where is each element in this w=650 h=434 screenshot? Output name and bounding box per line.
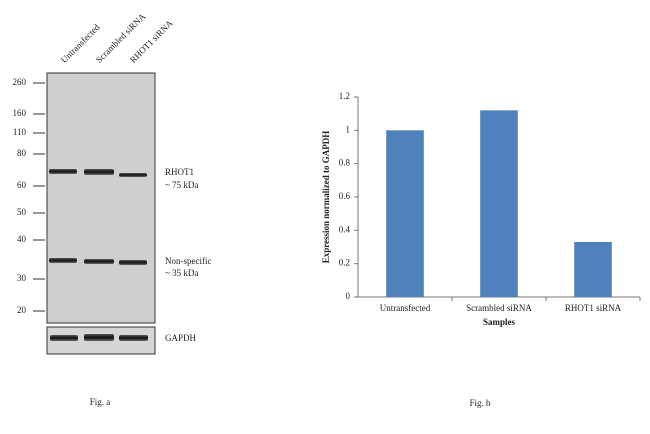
y-tick-label: 1.2 <box>339 91 350 101</box>
band-label: ~ 75 kDa <box>165 180 198 190</box>
band <box>50 335 78 341</box>
y-tick-label: 0.4 <box>339 224 351 234</box>
marker-label: 110 <box>13 127 27 137</box>
marker-label: 40 <box>17 234 27 244</box>
band-label: ~ 35 kDa <box>165 268 198 278</box>
band <box>84 334 114 341</box>
marker-label: 20 <box>17 305 27 315</box>
caption: Fig. a <box>90 397 111 407</box>
x-tick-label: Scrambled siRNA <box>466 303 532 313</box>
band-label: Non-specific <box>165 256 211 266</box>
marker-label: 260 <box>13 77 27 87</box>
marker-label: 160 <box>13 108 27 118</box>
band <box>49 169 77 174</box>
y-tick-label: 0 <box>346 291 351 301</box>
x-tick-label: Untransfected <box>380 303 431 313</box>
x-tick-label: RHOT1 siRNA <box>565 303 622 313</box>
y-tick-label: 0.6 <box>339 191 351 201</box>
band <box>49 258 77 263</box>
band <box>119 335 148 341</box>
y-tick-label: 1 <box>346 124 351 134</box>
blot-membrane <box>46 72 156 324</box>
bar <box>574 242 612 297</box>
control-label: GAPDH <box>165 333 197 343</box>
y-axis-label: Expression normalized to GAPDH <box>321 131 331 264</box>
x-axis-label: Samples <box>483 317 516 327</box>
band-label: RHOT1 <box>165 167 194 177</box>
band <box>84 169 114 175</box>
bar <box>480 110 518 297</box>
band <box>84 259 114 264</box>
y-tick-label: 0.2 <box>339 258 350 268</box>
band <box>119 260 147 265</box>
marker-label: 50 <box>17 207 27 217</box>
band <box>119 173 147 177</box>
bar <box>386 130 424 297</box>
marker-label: 30 <box>17 273 27 283</box>
marker-label: 80 <box>17 148 27 158</box>
y-tick-label: 0.8 <box>339 158 351 168</box>
caption: Fig. b <box>469 398 491 408</box>
marker-label: 60 <box>17 180 27 190</box>
